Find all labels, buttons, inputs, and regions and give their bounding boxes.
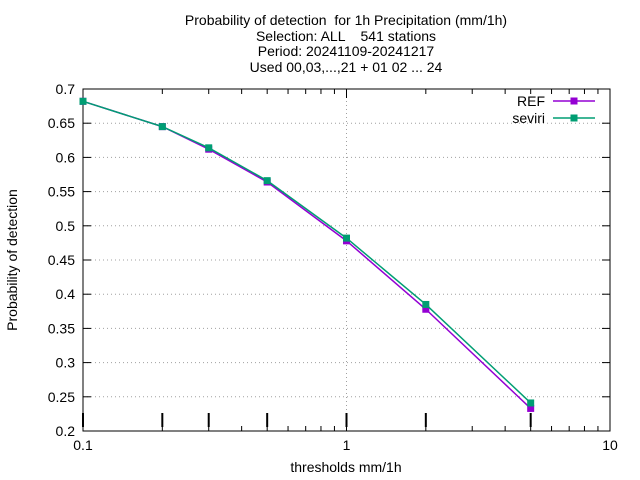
series [79, 97, 535, 412]
grid [83, 89, 610, 431]
y-tick-label: 0.7 [56, 81, 76, 97]
y-tick-label: 0.55 [48, 184, 75, 200]
chart-title: Probability of detection for 1h Precipit… [185, 12, 507, 75]
y-tick-label: 0.4 [56, 286, 76, 302]
legend-label-seviri: seviri [512, 110, 545, 126]
legend-label-REF: REF [517, 93, 545, 109]
y-tick-label: 0.35 [48, 320, 75, 336]
y-tick-label: 0.2 [56, 423, 76, 439]
x-tick-label: 0.1 [73, 437, 93, 453]
chart-title-line-4: Used 00,03,...,21 + 01 02 ... 24 [250, 59, 443, 75]
y-tick-label: 0.6 [56, 149, 76, 165]
legend-marker-seviri [570, 114, 578, 122]
data-point-seviri [343, 234, 350, 242]
chart-title-line-3: Period: 20241109-20241217 [258, 43, 435, 59]
tick-labels: 0.2 0.25 0.3 0.35 0.4 0.45 0.5 0.55 0.6 0.65 0.7 0.… [48, 81, 618, 453]
y-tick-label: 0.25 [48, 389, 75, 405]
y-tick-label: 0.3 [56, 355, 76, 371]
series-line-seviri [82, 100, 532, 404]
x-axis-label: thresholds mm/1h [290, 459, 401, 475]
axes [82, 88, 611, 432]
data-point-seviri [527, 399, 535, 407]
plot-frame [82, 88, 611, 432]
y-tick-label: 0.45 [48, 252, 75, 268]
y-axis-label: Probability of detection [4, 189, 20, 331]
data-point-REF [527, 404, 535, 412]
data-point-REF [422, 305, 430, 313]
data-point-seviri [205, 144, 213, 152]
chart-title-line-1: Probability of detection for 1h Precipit… [185, 12, 507, 28]
data-point-seviri [79, 97, 87, 105]
legend-marker-REF [570, 97, 578, 105]
data-point-seviri [263, 177, 271, 185]
x-tick-label: 1 [343, 437, 351, 453]
data-point-seviri [422, 300, 430, 308]
y-tick-label: 0.5 [56, 218, 76, 234]
y-tick-label: 0.65 [48, 115, 75, 131]
data-point-seviri [158, 123, 166, 131]
chart-title-line-2: Selection: ALL 541 stations [256, 28, 436, 44]
x-tick-label: 10 [602, 437, 618, 453]
